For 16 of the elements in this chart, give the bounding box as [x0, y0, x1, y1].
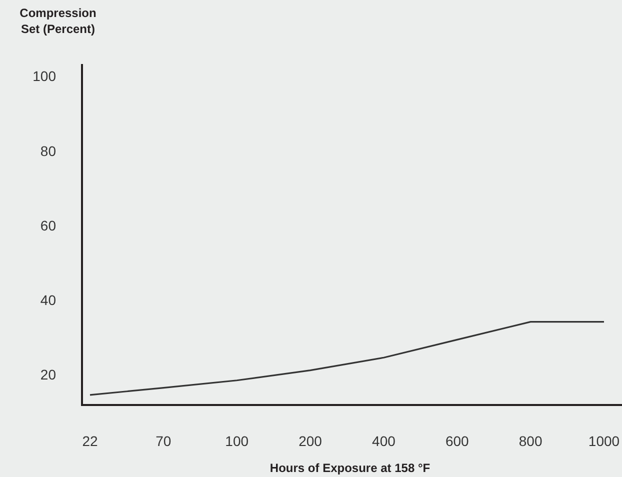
- x-tick-label: 1000: [588, 432, 620, 449]
- x-tick-label: 400: [372, 432, 396, 449]
- x-tick-label: 70: [156, 432, 172, 449]
- x-tick-label: 200: [298, 432, 322, 449]
- x-tick-label: 22: [82, 432, 98, 449]
- x-tick-label: 600: [445, 432, 470, 449]
- x-axis-title: Hours of Exposure at 158 °F: [270, 461, 430, 475]
- y-tick-label: 80: [40, 142, 56, 159]
- y-tick-label: 100: [32, 68, 56, 84]
- y-axis-title: Compression Set (Percent): [20, 6, 96, 36]
- x-tick-label: 800: [518, 432, 542, 449]
- y-tick-label: 40: [40, 292, 56, 308]
- y-tick-label: 60: [40, 217, 56, 234]
- line-series: [89, 321, 605, 396]
- x-tick-label: 100: [225, 432, 249, 449]
- y-tick-label: 20: [40, 366, 56, 383]
